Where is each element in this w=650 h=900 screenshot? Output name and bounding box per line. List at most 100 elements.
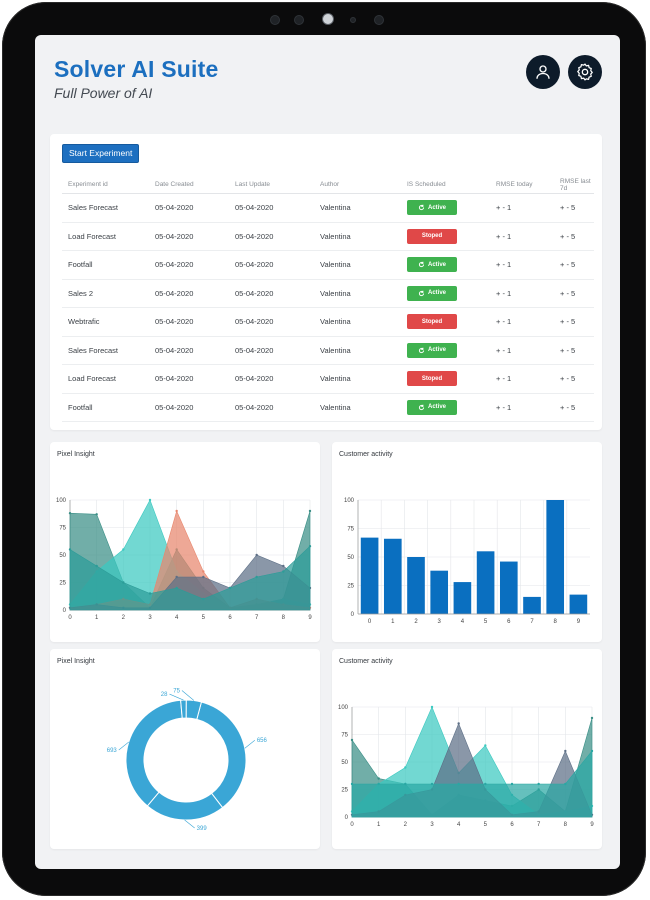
- status-badge[interactable]: Active: [407, 342, 457, 358]
- cell-id: Webtrafic: [62, 307, 149, 337]
- cell-created: 05-04-2020: [149, 336, 229, 365]
- y-tick-label: 50: [347, 555, 354, 561]
- pixel-insight-area-chart: 0 25 50 75 100 0 1 2 3 4 5 6 7 8 9: [56, 498, 312, 621]
- cell-id: Sales Forecast: [62, 336, 149, 365]
- leader-line: [181, 690, 195, 701]
- cell-rmse_7d: + - 5: [554, 307, 594, 337]
- slice-label: 75: [173, 689, 180, 695]
- slice-label: 693: [107, 748, 118, 754]
- table-row[interactable]: Sales 2 05-04-2020 05-04-2020 Valentina Acti…: [62, 279, 594, 308]
- cell-created: 05-04-2020: [149, 364, 229, 394]
- cell-id: Sales 2: [62, 279, 149, 308]
- table-row[interactable]: Sales Forecast 05-04-2020 05-04-2020 Valent…: [62, 336, 594, 365]
- cell-rmse_7d: + - 5: [554, 222, 594, 251]
- status-label: Active: [427, 261, 446, 268]
- column-header: Experiment id: [62, 176, 149, 194]
- cell-author: Valentina: [314, 250, 401, 280]
- x-tick-label: 5: [484, 619, 488, 625]
- donut-slice: [125, 699, 183, 807]
- y-tick-label: 50: [341, 760, 348, 766]
- cell-rmse_7d: + - 5: [554, 393, 594, 422]
- leader-line: [244, 739, 256, 749]
- cell-author: Valentina: [314, 193, 401, 223]
- x-tick-label: 5: [484, 822, 488, 828]
- data-point: [95, 564, 98, 568]
- camera-icon: [322, 13, 334, 25]
- user-icon: [536, 65, 550, 79]
- status-label: Stoped: [421, 375, 443, 382]
- data-point: [175, 586, 178, 590]
- start-experiment-button[interactable]: Start Experiment: [62, 144, 140, 163]
- cell-id: Sales Forecast: [62, 193, 149, 223]
- x-tick-label: 1: [391, 619, 395, 625]
- cell-updated: 05-04-2020: [229, 364, 314, 394]
- x-tick-label: 6: [228, 615, 232, 621]
- x-tick-label: 3: [438, 619, 442, 625]
- data-point: [148, 592, 152, 595]
- status-badge[interactable]: Active: [407, 285, 457, 301]
- user-button[interactable]: [526, 55, 560, 89]
- customer-activity-card: Customer activity 0 25 50 75 100 0 1 2 3 4 5 6 7 8 9: [332, 442, 602, 642]
- app-title: Solver AI Suite: [54, 56, 219, 82]
- cell-author: Valentina: [314, 393, 401, 422]
- column-header: IS Scheduled: [401, 176, 490, 194]
- data-point: [255, 575, 258, 579]
- status-badge[interactable]: Stoped: [407, 371, 457, 387]
- y-tick-label: 0: [345, 815, 349, 821]
- y-tick-label: 0: [63, 608, 67, 614]
- x-tick-label: 0: [368, 619, 372, 625]
- cell-author: Valentina: [314, 222, 401, 251]
- table-row[interactable]: Footfall 05-04-2020 05-04-2020 Valentina Act…: [62, 250, 594, 280]
- data-point: [350, 782, 354, 786]
- cell-rmse_today: + - 1: [490, 336, 554, 365]
- data-point: [175, 575, 178, 579]
- cell-id: Footfall: [62, 393, 149, 422]
- x-tick-label: 2: [122, 615, 126, 621]
- column-header: RMSE today: [490, 176, 554, 194]
- refresh-icon: [418, 347, 425, 353]
- x-tick-label: 4: [461, 619, 465, 625]
- status-badge[interactable]: Active: [407, 257, 457, 273]
- y-tick-label: 25: [59, 581, 66, 587]
- settings-button[interactable]: [568, 55, 602, 89]
- cell-id: Footfall: [62, 250, 149, 280]
- x-tick-label: 9: [577, 619, 581, 625]
- table-row[interactable]: Load Forecast 05-04-2020 05-04-2020 Valenti…: [62, 222, 594, 251]
- bar: [476, 551, 495, 614]
- refresh-icon: [418, 290, 425, 296]
- cell-author: Valentina: [314, 279, 401, 308]
- x-tick-label: 6: [510, 822, 514, 828]
- table-row[interactable]: Webtrafic 05-04-2020 05-04-2020 Valentina St…: [62, 307, 594, 337]
- x-tick-label: 4: [175, 615, 179, 621]
- status-badge[interactable]: Active: [407, 399, 457, 415]
- cell-rmse_today: + - 1: [490, 193, 554, 223]
- x-tick-label: 2: [414, 619, 418, 625]
- status-cell: Active: [401, 250, 490, 280]
- bar: [430, 570, 449, 614]
- data-point: [564, 749, 567, 753]
- table-row[interactable]: Load Forecast 05-04-2020 05-04-2020 Valenti…: [62, 364, 594, 394]
- table-row[interactable]: Footfall 05-04-2020 05-04-2020 Valentina Act…: [62, 393, 594, 422]
- data-point: [122, 581, 125, 584]
- x-tick-label: 3: [148, 615, 152, 621]
- data-point: [537, 782, 540, 786]
- status-cell: Active: [401, 193, 490, 223]
- y-tick-label: 50: [59, 553, 66, 559]
- table-row[interactable]: Sales Forecast 05-04-2020 05-04-2020 Valent…: [62, 193, 594, 223]
- status-badge[interactable]: Active: [407, 200, 457, 216]
- x-tick-label: 9: [590, 822, 594, 828]
- status-badge[interactable]: Stoped: [407, 228, 457, 244]
- data-point: [68, 512, 72, 515]
- data-point: [282, 564, 285, 568]
- data-point: [430, 705, 434, 709]
- data-point: [510, 782, 514, 786]
- x-tick-label: 0: [68, 615, 72, 621]
- data-point: [308, 545, 312, 548]
- status-cell: Stoped: [401, 364, 490, 394]
- status-badge[interactable]: Stoped: [407, 314, 457, 330]
- camera-bar: [270, 12, 388, 26]
- y-tick-label: 75: [59, 526, 66, 532]
- data-point: [68, 548, 72, 551]
- status-cell: Stoped: [401, 222, 490, 251]
- status-label: Active: [427, 204, 446, 211]
